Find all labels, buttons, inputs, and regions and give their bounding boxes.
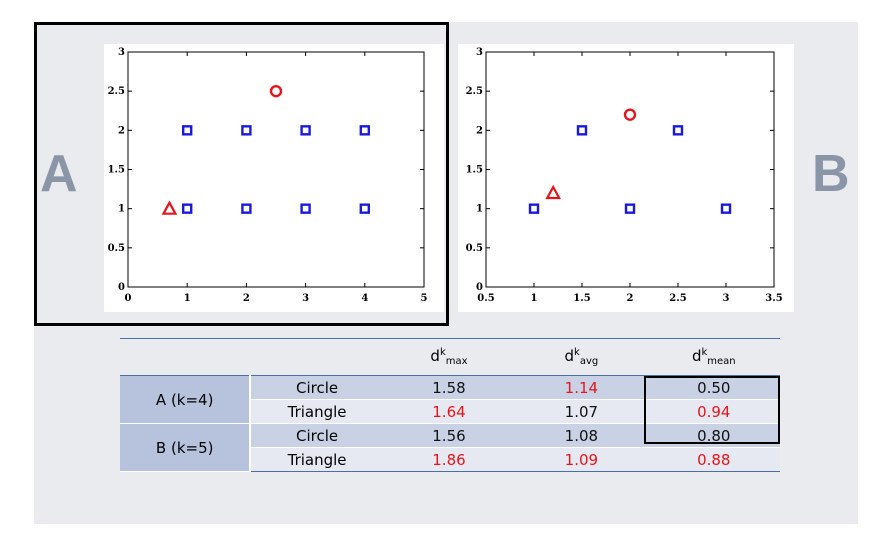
table-row: B (k=5) Circle 1.56 1.08 0.80 (120, 423, 780, 472)
square-marker (241, 203, 252, 214)
y-tick-label: 0 (118, 282, 125, 293)
distance-table: dkmax dkavg dkmean A (k=4) Circle 1.58 1… (120, 338, 780, 472)
header-empty (120, 338, 251, 376)
label-a: A (40, 145, 78, 203)
table-row: Triangle 1.86 1.09 0.88 (120, 447, 780, 472)
triangle-marker (161, 200, 178, 215)
y-tick-label: 1.5 (108, 165, 125, 176)
y-tick-label: 2.5 (108, 86, 125, 97)
circle-marker (269, 84, 283, 98)
value-cell: 1.07 (515, 399, 648, 424)
y-tick-label: 0.5 (466, 243, 483, 254)
highlight-box-dmean-a (644, 376, 780, 444)
y-tick-label: 1.5 (466, 165, 483, 176)
y-tick-label: 0.5 (108, 243, 125, 254)
shape-cell: Triangle (250, 399, 383, 424)
header-dmax: dkmax (382, 338, 516, 376)
value-cell: 1.08 (515, 423, 648, 448)
circle-marker (623, 108, 637, 121)
value-cell: 1.56 (382, 423, 516, 448)
value-cell: 0.94 (647, 399, 780, 424)
y-tick-label: 1 (476, 204, 483, 215)
square-marker (359, 203, 370, 214)
table-header-row: dkmax dkavg dkmean (120, 338, 780, 376)
scatter-plot-b: 0.5 1 1.5 2 2.5 3 3.500.511.522.53 (466, 47, 783, 304)
square-marker (720, 203, 732, 214)
plot-a-panel: 0 1 2 3 4 5 0 0.5 1 1.5 2 2.5 3 (104, 44, 444, 312)
value-cell: 1.64 (382, 399, 516, 424)
value-cell: 1.09 (515, 447, 648, 472)
square-marker (300, 203, 311, 214)
x-tick-label: 1 (531, 293, 538, 304)
y-tick-label: 1 (118, 204, 125, 215)
value-cell: 0.50 (647, 375, 780, 400)
y-tick-label: 2.5 (466, 86, 483, 97)
group-label-a: A (k=4) (120, 375, 252, 424)
plot-b-panel: 0.5 1 1.5 2 2.5 3 3.5 0 0.5 1 1.5 2 2.5 3 (458, 44, 794, 312)
square-marker (181, 125, 193, 136)
value-cell: 1.86 (382, 447, 516, 472)
y-tick-label: 3 (118, 47, 125, 58)
square-marker (576, 125, 588, 136)
x-tick-label: 2.5 (669, 293, 686, 304)
square-marker (241, 125, 252, 136)
y-tick-label: 2 (476, 125, 483, 136)
x-tick-label: 4 (361, 293, 368, 304)
group-label-b: B (k=5) (120, 423, 252, 472)
x-tick-label: 1 (184, 293, 191, 304)
axes-frame (485, 51, 775, 288)
y-tick-label: 2 (118, 125, 125, 136)
x-tick-label: 0.5 (477, 293, 494, 304)
scatter-plot-a: 0 1 2 3 4 5 0 0.5 1 1.5 2 2.5 3 (108, 47, 428, 304)
y-tick-label: 0 (476, 282, 483, 293)
square-marker (359, 125, 370, 136)
x-tick-label: 3.5 (765, 293, 782, 304)
x-tick-label: 3 (302, 293, 309, 304)
x-tick-label: 3 (723, 293, 730, 304)
square-marker (181, 203, 193, 214)
header-empty (250, 338, 383, 376)
x-tick-label: 2 (627, 293, 634, 304)
x-tick-label: 2 (243, 293, 250, 304)
value-cell: 0.88 (647, 447, 780, 472)
table-row: A (k=4) Circle 1.58 1.14 0.50 (120, 375, 780, 424)
square-marker (624, 203, 636, 214)
header-dmean: dkmean (647, 338, 780, 376)
shape-cell: Triangle (250, 447, 383, 472)
highlight-box-a (34, 22, 449, 326)
square-marker (528, 203, 540, 214)
square-marker (300, 125, 311, 136)
x-tick-label: 0 (125, 293, 132, 304)
value-cell: 1.58 (382, 375, 516, 400)
y-tick-label: 3 (476, 47, 483, 58)
shape-cell: Circle (250, 375, 383, 400)
shape-cell: Circle (250, 423, 383, 448)
header-davg: dkavg (515, 338, 648, 376)
table-row: Triangle 1.64 1.07 0.94 (120, 399, 780, 424)
square-marker (672, 125, 684, 136)
label-b: B (812, 145, 850, 203)
x-tick-label: 5 (421, 293, 428, 304)
value-cell: 1.14 (515, 375, 648, 400)
axes-frame (127, 51, 425, 288)
x-tick-label: 1.5 (573, 293, 590, 304)
triangle-marker (545, 184, 562, 200)
